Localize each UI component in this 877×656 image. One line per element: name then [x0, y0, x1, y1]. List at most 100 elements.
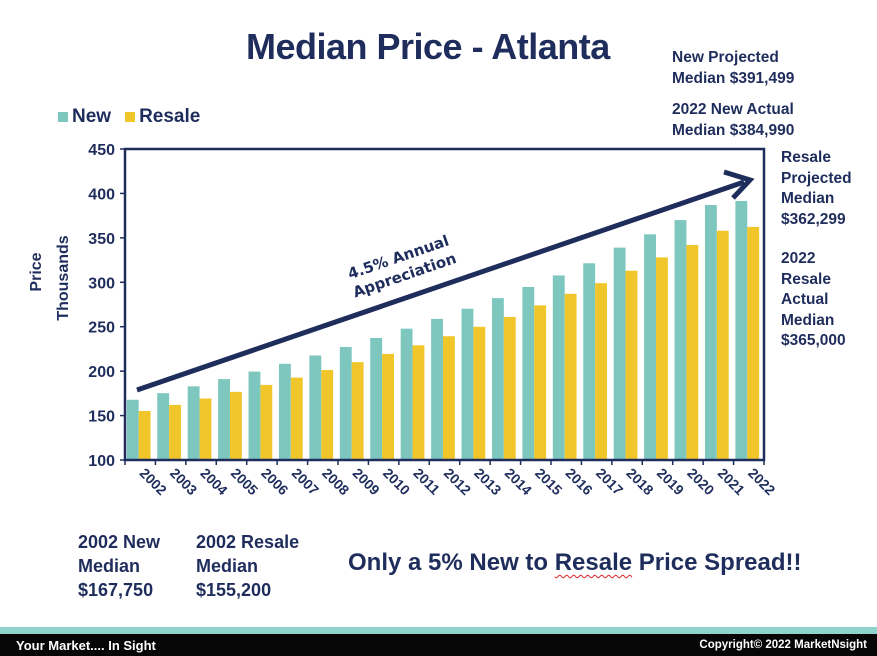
- bar-new: [644, 234, 656, 460]
- x-tick-label: 2005: [228, 465, 261, 498]
- x-tick-label: 2008: [319, 465, 352, 498]
- y-tick-label: 250: [88, 320, 115, 337]
- note-line: Projected: [781, 169, 852, 187]
- bar-new: [704, 204, 717, 460]
- bar-new: [461, 308, 474, 460]
- y-tick-label: 300: [88, 275, 115, 292]
- bar-new: [491, 298, 504, 460]
- x-tick-label: 2010: [380, 465, 413, 498]
- x-tick-label: 2012: [441, 465, 474, 498]
- y-tick-label: 150: [88, 409, 115, 426]
- chart-title: Median Price - Atlanta: [246, 26, 610, 67]
- bar-resale: [747, 226, 760, 460]
- bar-resale: [716, 230, 729, 460]
- bar-new: [370, 337, 383, 460]
- y-tick-label: 400: [88, 186, 115, 203]
- legend-item-new: New: [58, 106, 111, 128]
- note-line: Median: [196, 556, 259, 576]
- new-actual-note: 2022 New Actual Median $384,990: [672, 100, 794, 141]
- note-line: $167,750: [78, 580, 154, 600]
- price-spread-callout: Only a 5% New to Resale Price Spread!!: [348, 549, 802, 577]
- trend-arrow-head: [723, 169, 755, 200]
- legend: New Resale: [58, 106, 214, 128]
- bar-new: [278, 363, 291, 460]
- bar-new: [552, 275, 565, 460]
- bar-resale: [260, 384, 273, 460]
- bar-new: [735, 200, 748, 460]
- x-tick-label: 2006: [258, 465, 291, 498]
- bar-resale: [625, 270, 638, 460]
- x-tick-label: 2015: [532, 465, 565, 498]
- bar-new: [218, 379, 230, 460]
- bar-resale: [564, 293, 577, 460]
- bar-new: [309, 355, 322, 460]
- y-axis-label: Price: [28, 252, 45, 291]
- note-line: 2002 New: [78, 532, 161, 552]
- spread-text: Price Spread!!: [632, 549, 802, 576]
- y-tick-label: 450: [88, 142, 115, 159]
- x-tick-label: 2007: [289, 465, 322, 498]
- new-2002-note: 2002 New Median $167,750: [78, 530, 160, 602]
- x-tick-label: 2022: [745, 465, 778, 498]
- bar-resale: [169, 404, 181, 460]
- bar-resale: [534, 305, 547, 460]
- x-tick-label: 2009: [350, 465, 383, 498]
- bar-new: [583, 263, 596, 460]
- bar-new: [248, 371, 261, 460]
- bar-resale: [473, 326, 486, 460]
- bar-new: [613, 247, 626, 460]
- bar-resale: [503, 316, 516, 460]
- plot-frame: [123, 147, 766, 462]
- legend-swatch-new: [58, 112, 68, 122]
- note-line: $365,000: [781, 332, 846, 349]
- x-tick-label: 2018: [623, 465, 656, 498]
- y-tick-label: 350: [88, 231, 115, 248]
- footer-copyright: Copyright© 2022 MarketNsight: [699, 639, 867, 651]
- bar-new: [126, 399, 139, 460]
- x-tick-label: 2020: [684, 465, 717, 498]
- bar-resale: [382, 353, 394, 460]
- bar-resale: [595, 283, 607, 460]
- spread-text-underlined: Resale: [554, 549, 633, 576]
- x-tick-label: 2016: [563, 465, 596, 498]
- x-tick-label: 2021: [715, 465, 748, 498]
- note-line: Median $391,499: [672, 69, 795, 87]
- bar-new: [157, 393, 170, 460]
- bar-resale: [351, 362, 364, 460]
- trend-arrow-line: [136, 179, 745, 393]
- y-axis-label: Thousands: [55, 235, 72, 320]
- bar-resale: [229, 391, 242, 460]
- footer-accent-band: [0, 627, 877, 634]
- note-line: 2002 Resale: [196, 532, 300, 552]
- footer-tagline: Your Market.... In Sight: [16, 638, 156, 653]
- bar-resale: [138, 410, 151, 460]
- legend-label: Resale: [139, 106, 201, 127]
- new-projected-note: New Projected Median $391,499: [672, 48, 794, 89]
- bar-resale: [321, 370, 334, 460]
- y-tick-label: 100: [88, 453, 115, 470]
- x-tick-label: 2003: [167, 465, 200, 498]
- resale-projected-note: Resale Projected Median $362,299: [781, 148, 852, 230]
- bar-new: [187, 386, 200, 460]
- note-line: Median: [78, 556, 141, 576]
- y-tick-label: 200: [88, 364, 115, 381]
- bar-new: [400, 328, 413, 460]
- note-line: 2022 New Actual: [672, 101, 794, 118]
- note-line: Actual: [781, 291, 829, 308]
- bar-new: [431, 318, 443, 460]
- note-line: New Projected: [672, 49, 779, 66]
- x-tick-label: 2004: [197, 465, 230, 498]
- note-line: Resale: [781, 270, 831, 288]
- note-line: Resale: [781, 149, 831, 166]
- bar-resale: [442, 336, 455, 460]
- bar-resale: [290, 377, 303, 460]
- resale-2002-note: 2002 Resale Median $155,200: [196, 530, 299, 602]
- legend-item-resale: Resale: [125, 106, 200, 128]
- x-tick-label: 2014: [502, 465, 535, 498]
- bar-new: [339, 346, 352, 460]
- note-line: Median $384,990: [672, 121, 795, 139]
- x-tick-label: 2019: [654, 465, 687, 498]
- bar-resale: [412, 345, 425, 460]
- legend-label: New: [72, 106, 112, 127]
